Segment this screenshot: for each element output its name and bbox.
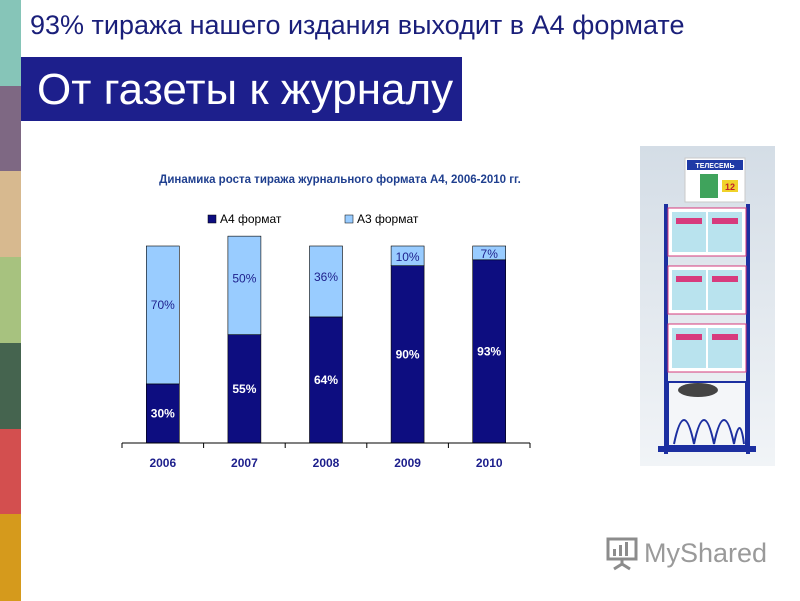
stand-basket: [667, 381, 747, 447]
stripe-segment: [0, 428, 21, 516]
bar-segment: [227, 235, 262, 335]
legend-label: А3 формат: [357, 212, 419, 226]
bar-segment: [145, 383, 180, 444]
side-color-stripe: [0, 0, 21, 601]
magazine-shelf: [667, 207, 747, 257]
bar-segment: [309, 316, 343, 444]
chart-container: Динамика роста тиража журнального формат…: [100, 165, 560, 485]
x-tick-label: 2009: [394, 456, 421, 470]
presentation-icon: [606, 537, 638, 571]
data-label: 36%: [314, 270, 338, 284]
x-tick-label: 2010: [476, 456, 503, 470]
magazine-shelf: [667, 323, 747, 373]
magazine-shelf: [667, 265, 747, 315]
chart-title: Динамика роста тиража журнального формат…: [159, 174, 521, 186]
legend-swatch: [207, 214, 217, 224]
watermark: MyShared: [604, 535, 774, 575]
data-label: 50%: [232, 272, 256, 286]
bar-segment: [472, 259, 507, 444]
data-label: 70%: [151, 298, 175, 312]
stripe-segment: [0, 85, 21, 173]
headline: 93% тиража нашего издания выходит в А4 ф…: [30, 10, 685, 40]
data-label: 64%: [314, 373, 338, 387]
data-label: 30%: [151, 406, 175, 420]
stand-sign-number: 12: [725, 182, 735, 192]
data-label: 93%: [477, 344, 501, 358]
x-tick-label: 2007: [231, 456, 258, 470]
chart-x-axis: 2006 2007 2008 2009 2010: [121, 442, 531, 470]
watermark-text: MyShared: [644, 538, 768, 568]
stripe-segment: [0, 342, 21, 430]
bar-segment: [145, 245, 180, 385]
bar-segment: [227, 334, 262, 444]
x-tick-label: 2008: [313, 456, 340, 470]
stand-sign-text: ТЕЛЕСЕМЬ: [695, 163, 734, 170]
bar-segment: [472, 245, 507, 261]
stripe-segment: [0, 171, 21, 259]
magazine-stand-photo: ТЕЛЕСЕМЬ 12: [640, 146, 775, 466]
legend-label: А4 формат: [220, 212, 282, 226]
bar-segment: [390, 265, 425, 444]
data-label: 55%: [232, 382, 256, 396]
bar-segment: [309, 245, 343, 318]
data-label: 7%: [481, 247, 499, 261]
title-bar: От газеты к журналу: [21, 57, 462, 121]
stripe-segment: [0, 514, 21, 601]
bar-segment: [390, 245, 425, 267]
chart-bars: 30% 70% 55% 50% 64% 36% 90% 10% 93% 7%: [145, 235, 507, 444]
stripe-segment: [0, 257, 21, 344]
data-label: 10%: [396, 250, 420, 264]
page-title: От газеты к журналу: [37, 65, 454, 114]
stripe-segment: [0, 0, 21, 87]
legend-swatch: [344, 214, 354, 224]
x-tick-label: 2006: [149, 456, 176, 470]
data-label: 90%: [396, 347, 420, 361]
chart-legend: А4 формат А3 формат: [207, 212, 419, 226]
bar-chart: Динамика роста тиража журнального формат…: [121, 174, 531, 470]
